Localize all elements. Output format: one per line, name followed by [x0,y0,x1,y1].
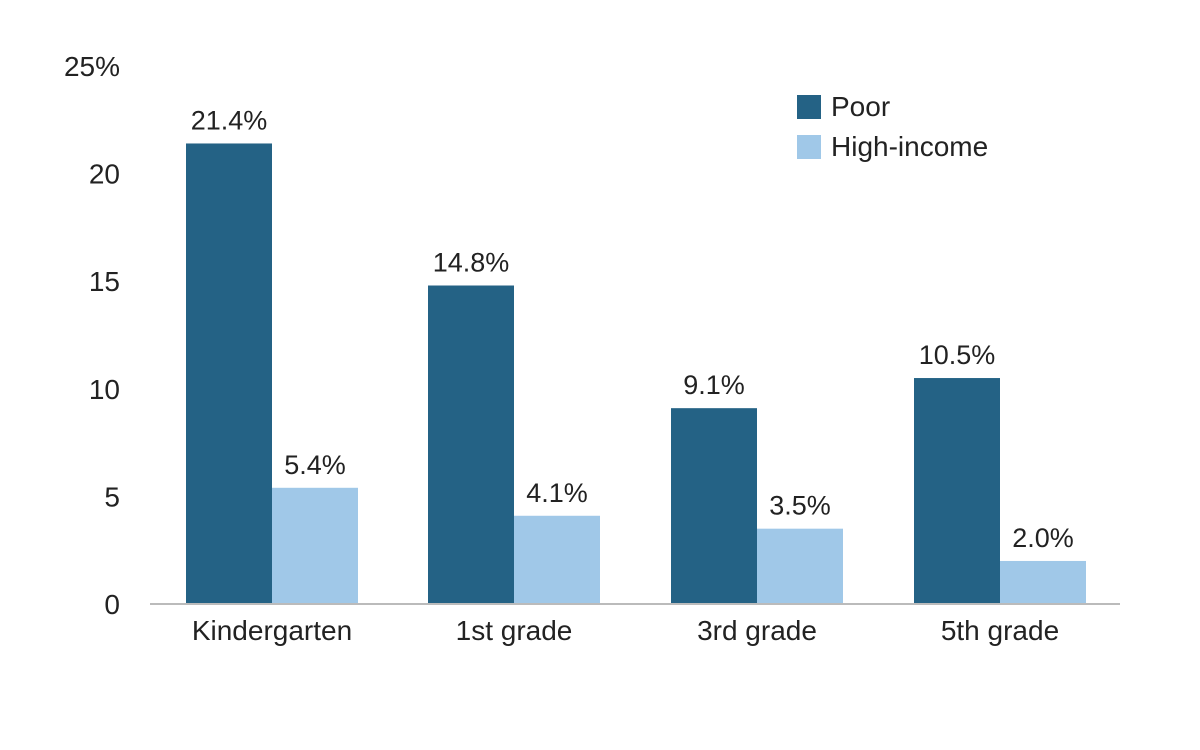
legend-label: High-income [831,131,988,162]
x-axis: Kindergarten 1st grade 3rd grade 5th grade [192,615,1059,646]
bar-poor-4 [914,378,1000,604]
legend: Poor High-income [797,91,988,162]
data-label: 5.4% [284,450,346,480]
bar-poor-1 [186,143,272,605]
bar-poor-3 [671,408,757,604]
data-label: 21.4% [191,105,268,135]
x-category-label: 1st grade [456,615,573,646]
data-labels: 21.4% 14.8% 9.1% 10.5% 5.4% 4.1% 3.5% 2.0% [191,105,1074,552]
bar-high-income-2 [514,515,600,604]
data-label: 3.5% [769,491,831,521]
y-tick-label: 5 [104,481,120,512]
y-tick-label: 10 [89,374,120,405]
y-tick-label: 20 [89,159,120,190]
bars [186,143,1086,605]
y-tick-label: 0 [104,589,120,620]
legend-swatch [797,95,821,119]
x-category-label: Kindergarten [192,615,352,646]
legend-swatch [797,135,821,159]
bar-high-income-1 [272,487,358,604]
data-label: 2.0% [1012,523,1074,553]
bar-high-income-3 [757,528,843,604]
y-tick-label: 25% [64,51,120,82]
x-category-label: 5th grade [941,615,1059,646]
data-label: 4.1% [526,478,588,508]
y-axis: 0 5 10 15 20 25% [64,51,120,620]
bar-poor-2 [428,285,514,604]
x-category-label: 3rd grade [697,615,817,646]
data-label: 14.8% [433,248,510,278]
y-tick-label: 15 [89,266,120,297]
bar-high-income-4 [1000,560,1086,604]
data-label: 10.5% [919,340,996,370]
legend-label: Poor [831,91,890,122]
data-label: 9.1% [683,370,745,400]
